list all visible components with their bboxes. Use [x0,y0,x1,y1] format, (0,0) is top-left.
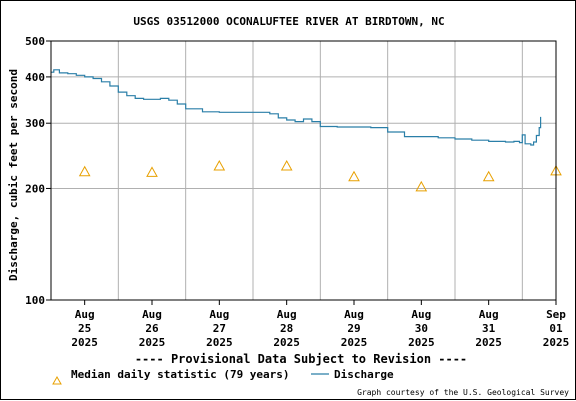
x-tick-label: 29 [347,322,360,335]
x-tick-label: Aug [344,308,364,321]
y-axis-label: Discharge, cubic feet per second [7,69,20,281]
legend-median-marker [52,375,62,385]
provisional-note: ---- Provisional Data Subject to Revisio… [135,352,467,366]
x-tick-label: Aug [209,308,229,321]
x-tick-label: 2025 [206,336,233,349]
legend: Median daily statistic (79 years) Discha… [52,368,394,385]
x-tick-label: 28 [280,322,293,335]
median-marker [280,159,293,171]
x-tick-label: 2025 [273,336,300,349]
y-tick-label: 200 [25,182,45,195]
chart-title: USGS 03512000 OCONALUFTEE RIVER AT BIRDT… [133,15,444,28]
x-tick-label: 2025 [139,336,166,349]
legend-discharge-label: Discharge [334,368,394,381]
x-tick-label: 26 [145,322,159,335]
x-tick-label: Aug [411,308,431,321]
axis-ticks: 100200300400500Aug252025Aug262025Aug2720… [25,35,569,349]
x-tick-label: Aug [479,308,499,321]
median-marker [78,165,91,177]
x-tick-label: 27 [213,322,226,335]
y-tick-label: 400 [25,71,45,84]
grid [51,41,556,300]
x-tick-label: 30 [415,322,428,335]
x-tick-label: 31 [482,322,496,335]
discharge-series-line [51,69,542,146]
x-tick-label: 2025 [543,336,570,349]
plot-area-border [50,40,557,301]
x-tick-label: Aug [277,308,297,321]
x-tick-label: 2025 [71,336,98,349]
median-marker [348,170,360,182]
y-tick-label: 100 [25,294,45,307]
x-tick-label: Aug [75,308,95,321]
x-tick-label: Sep [546,308,566,321]
median-marker [482,170,495,182]
legend-median-label: Median daily statistic (79 years) [71,368,290,381]
x-tick-label: 2025 [408,336,435,349]
x-tick-label: 2025 [341,336,368,349]
x-tick-label: 2025 [475,336,502,349]
median-marker [415,180,428,192]
y-tick-label: 500 [25,35,45,48]
x-tick-label: 01 [549,322,563,335]
median-marker [213,159,226,171]
x-tick-label: 25 [78,322,91,335]
x-tick-label: Aug [142,308,162,321]
plot-data [51,69,562,192]
credit-text: Graph courtesy of the U.S. Geological Su… [357,388,569,397]
y-tick-label: 300 [25,117,45,130]
median-marker [146,166,158,177]
